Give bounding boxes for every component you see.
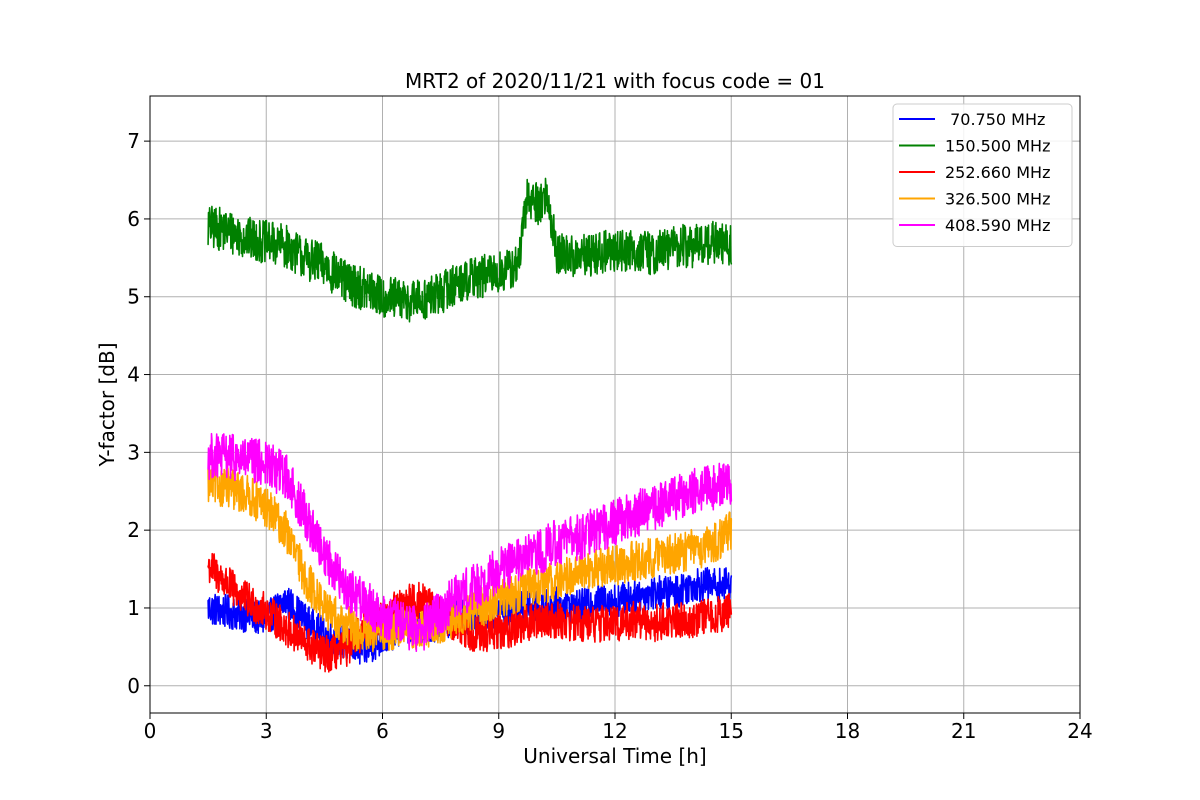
x-tick-label: 3 xyxy=(260,719,273,743)
x-tick-label: 24 xyxy=(1067,719,1092,743)
legend-label: 326.500 MHz xyxy=(945,190,1050,209)
x-tick-label: 18 xyxy=(835,719,860,743)
x-axis-label: Universal Time [h] xyxy=(523,744,706,768)
legend-label: 150.500 MHz xyxy=(945,137,1050,156)
y-tick-label: 6 xyxy=(127,207,140,231)
series-layer xyxy=(207,177,733,673)
x-tick-label: 12 xyxy=(602,719,627,743)
y-tick-label: 7 xyxy=(127,129,140,153)
y-tick-label: 3 xyxy=(127,440,140,464)
y-tick-label: 1 xyxy=(127,596,140,620)
legend-label: 252.660 MHz xyxy=(945,163,1050,182)
x-tick-label: 6 xyxy=(376,719,389,743)
y-axis-label: Y-factor [dB] xyxy=(95,342,119,467)
x-tick-label: 21 xyxy=(951,719,976,743)
legend-label: 408.590 MHz xyxy=(945,216,1050,235)
y-tick-label: 0 xyxy=(127,674,140,698)
chart-title: MRT2 of 2020/11/21 with focus code = 01 xyxy=(405,69,825,93)
x-tick-label: 9 xyxy=(492,719,505,743)
legend-box xyxy=(892,103,1073,247)
y-tick-label: 5 xyxy=(127,285,140,309)
legend-label: 70.750 MHz xyxy=(945,110,1045,129)
legend: 70.750 MHz 150.500 MHz 252.660 MHz 326.500 … xyxy=(892,103,1073,247)
series-line-1 xyxy=(207,177,733,323)
series-line-3 xyxy=(207,464,733,653)
y-tick-label: 2 xyxy=(127,518,140,542)
y-tick-label: 4 xyxy=(127,363,140,387)
x-tick-label: 0 xyxy=(144,719,157,743)
series-line-4 xyxy=(207,432,733,652)
x-tick-label: 15 xyxy=(719,719,744,743)
